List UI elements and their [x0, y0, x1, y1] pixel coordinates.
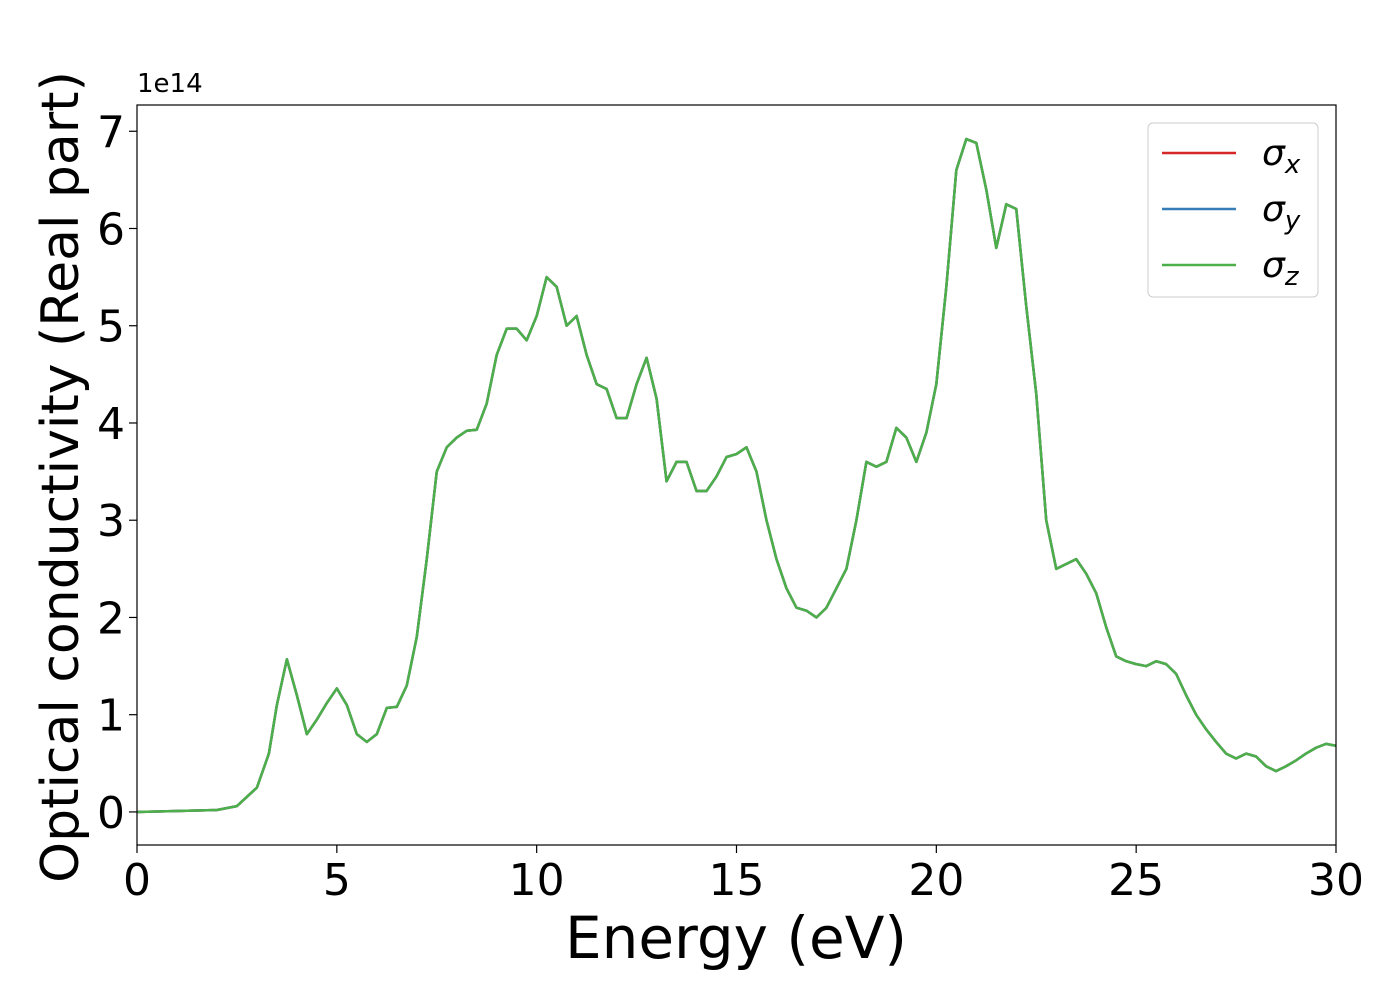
- y-tick-label: 3: [97, 496, 125, 547]
- legend-label: σy: [1262, 189, 1301, 236]
- y-tick-label: 1: [97, 691, 125, 742]
- y-tick-label: 7: [97, 107, 125, 158]
- y-axis-label: Optical conductivity (Real part): [31, 71, 91, 883]
- legend-label: σz: [1262, 245, 1300, 292]
- legend-label: σx: [1262, 133, 1301, 180]
- data-line: [137, 137, 1336, 814]
- y-tick-label: 0: [97, 788, 125, 839]
- y-tick-label: 2: [97, 593, 125, 644]
- y-tick-label: 6: [97, 204, 125, 255]
- x-tick-label: 15: [709, 855, 765, 906]
- x-tick-label: 30: [1308, 855, 1364, 906]
- y-tick-label: 5: [97, 302, 125, 353]
- x-tick-label: 20: [908, 855, 964, 906]
- offset-text: 1e14: [137, 69, 203, 99]
- x-tick-label: 5: [323, 855, 351, 906]
- x-tick-label: 10: [509, 855, 565, 906]
- x-tick-label: 0: [123, 855, 151, 906]
- x-axis-label: Energy (eV): [565, 904, 907, 972]
- x-tick-label: 25: [1108, 855, 1164, 906]
- plot-frame: [136, 104, 1337, 846]
- y-tick-label: 4: [97, 399, 125, 450]
